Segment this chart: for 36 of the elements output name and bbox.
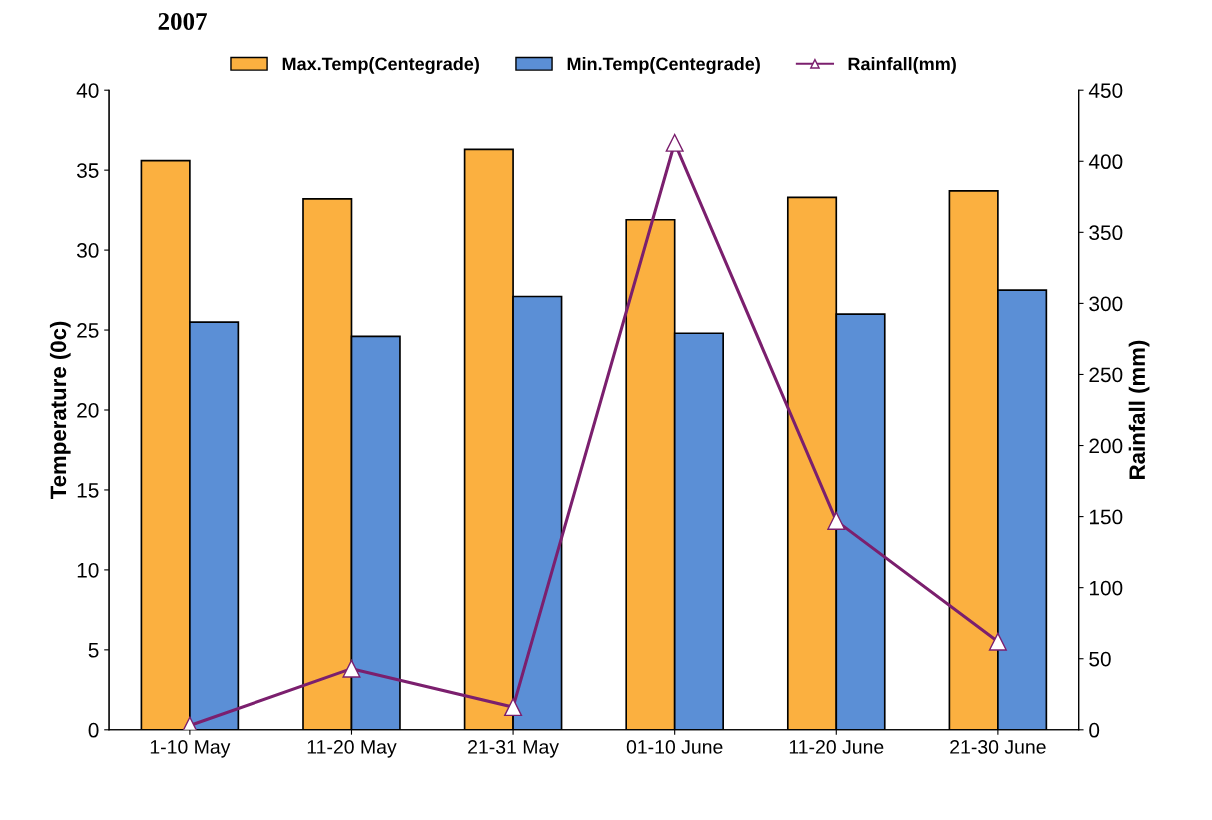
y2-tick-label: 200: [1089, 438, 1123, 454]
y2-tick-label: 250: [1089, 367, 1123, 383]
point: [665, 133, 684, 152]
y-axis-title: Temperature (0c): [49, 321, 71, 500]
y2-tick-label: 350: [1089, 225, 1123, 241]
y2-axis-title: Rainfall (mm): [1128, 340, 1150, 479]
chart-title: 2007: [158, 13, 207, 30]
legend-label: Min.Temp(Centegrade): [567, 57, 760, 74]
y2-tick-label: 150: [1089, 509, 1123, 525]
x-tick-label: 21-31 May: [468, 740, 559, 758]
point: [827, 511, 846, 530]
y2-tick-label: 100: [1089, 580, 1123, 596]
point: [988, 632, 1007, 651]
x-tick-label: 1-10 May: [150, 740, 231, 758]
y-tick-label: 10: [77, 562, 99, 578]
y-tick-label: 15: [77, 483, 99, 498]
point: [504, 698, 523, 717]
y2-tick-label: 50: [1089, 651, 1111, 667]
x-tick-label: 01-10 June: [626, 740, 723, 754]
y2-tick-label: 400: [1088, 154, 1123, 170]
x-tick-label: 11-20 June: [789, 740, 884, 754]
y-tick-label: 20: [77, 403, 99, 418]
y-tick-label: 40: [76, 83, 99, 98]
y2-tick-label: 300: [1089, 296, 1123, 312]
y-tick-label: 0: [88, 722, 99, 738]
x-tick-label: 11-20 May: [307, 740, 397, 758]
y-tick-label: 35: [76, 163, 99, 178]
y2-tick-label: 0: [1089, 722, 1100, 738]
y-tick-label: 25: [77, 323, 99, 338]
y-tick-label: 30: [76, 243, 99, 258]
x-tick-label: 21-30 June: [950, 740, 1046, 754]
point: [342, 659, 361, 678]
legend-label: Max.Temp(Centegrade): [282, 57, 479, 74]
y-tick-label: 5: [88, 643, 99, 658]
y2-tick-label: 450: [1088, 83, 1123, 98]
legend-label: Rainfall(mm): [848, 57, 956, 74]
